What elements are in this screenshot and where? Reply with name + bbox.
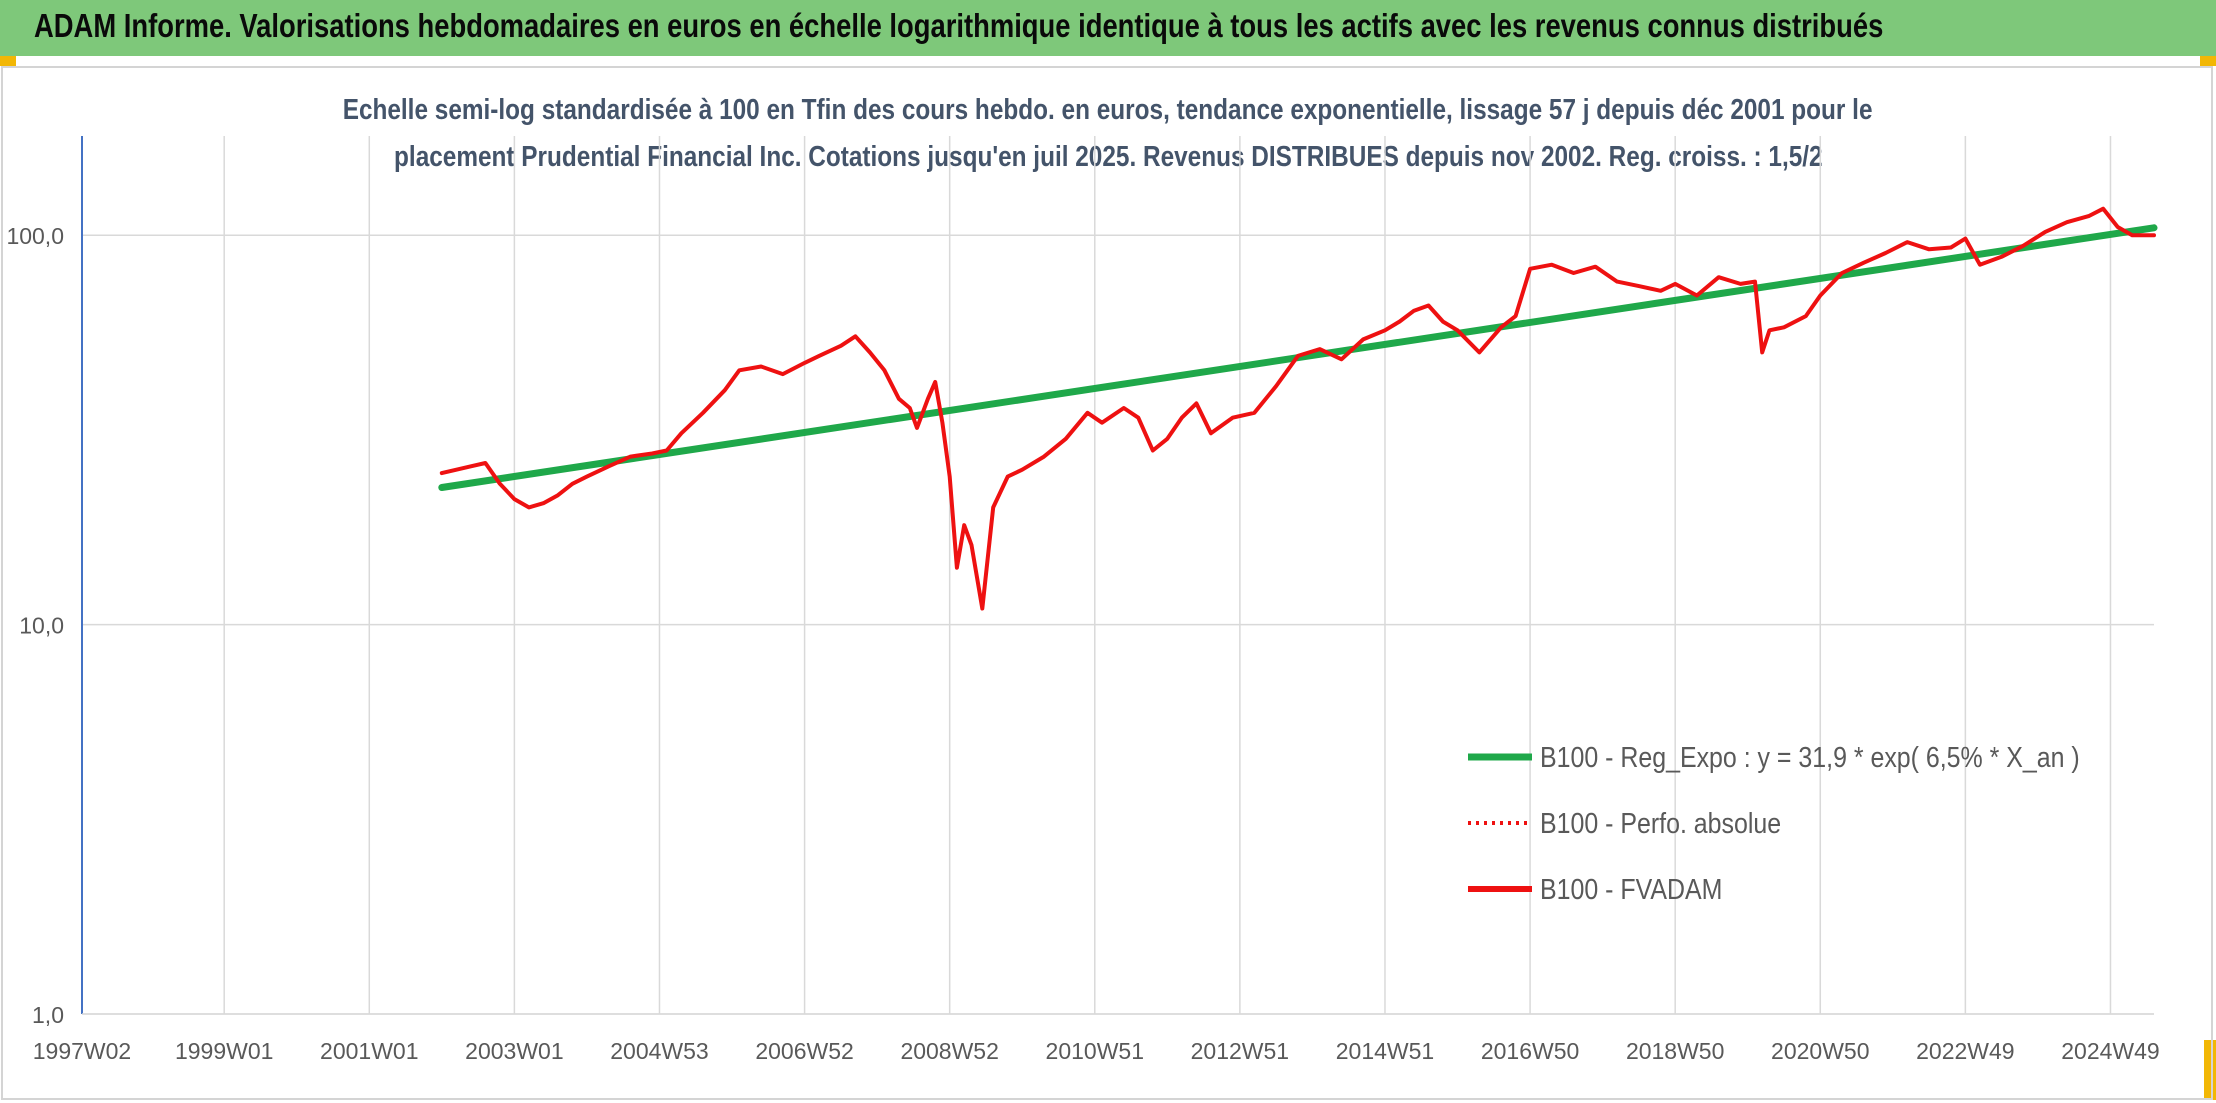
axis-layer: 1,0 10,0 100,0 1997W02 1999W01 2001W01 2003W01… [6, 136, 2160, 1064]
report-banner: ADAM Informe. Valorisations hebdomadaire… [0, 0, 2216, 56]
x-tick-label: 2020W50 [1771, 1038, 1869, 1064]
x-tick-label: 2024W49 [2061, 1038, 2159, 1064]
series-line-3 [439, 206, 2156, 611]
legend-label-2: B100 - Perfo. absolue [1540, 807, 1781, 839]
x-tick-label: 2008W52 [900, 1038, 998, 1064]
series-layer [438, 206, 2158, 611]
grid-layer [81, 136, 2154, 1015]
y-tick-label: 10,0 [19, 613, 64, 639]
x-tick-label: 2001W01 [320, 1038, 418, 1064]
corner-mark-bottom-right [2204, 1040, 2216, 1100]
x-tick-label: 2018W50 [1626, 1038, 1724, 1064]
legend: B100 - Reg_Expo : y = 31,9 * exp( 6,5% *… [1468, 741, 2080, 905]
corner-mark-top-left [0, 56, 16, 66]
legend-label-3: B100 - FVADAM [1540, 873, 1722, 905]
chart-frame [1, 66, 2213, 1100]
x-tick-label: 2003W01 [465, 1038, 563, 1064]
chart-title-line-1: Echelle semi-log standardisée à 100 en T… [0, 94, 2216, 127]
x-tick-label: 2014W51 [1336, 1038, 1434, 1064]
chart-title-line-2: placement Prudential Financial Inc. Cota… [0, 141, 2216, 174]
chart-title-text-1: Echelle semi-log standardisée à 100 en T… [343, 94, 1873, 126]
y-tick-label: 100,0 [6, 223, 64, 249]
report-title: ADAM Informe. Valorisations hebdomadaire… [34, 7, 1884, 44]
legend-label-1: B100 - Reg_Expo : y = 31,9 * exp( 6,5% *… [1540, 741, 2080, 773]
x-tick-label: 2010W51 [1046, 1038, 1144, 1064]
x-tick-label: 1999W01 [175, 1038, 273, 1064]
x-tick-label: 2012W51 [1191, 1038, 1289, 1064]
x-tick-label: 2004W53 [610, 1038, 708, 1064]
chart-title-text-2: placement Prudential Financial Inc. Cota… [393, 141, 1823, 173]
y-tick-label: 1,0 [32, 1002, 64, 1028]
x-tick-label: 2022W49 [1916, 1038, 2014, 1064]
x-tick-label: 2006W52 [755, 1038, 853, 1064]
x-tick-label: 1997W02 [33, 1038, 131, 1064]
corner-mark-top-right [2200, 56, 2216, 66]
x-tick-label: 2016W50 [1481, 1038, 1579, 1064]
